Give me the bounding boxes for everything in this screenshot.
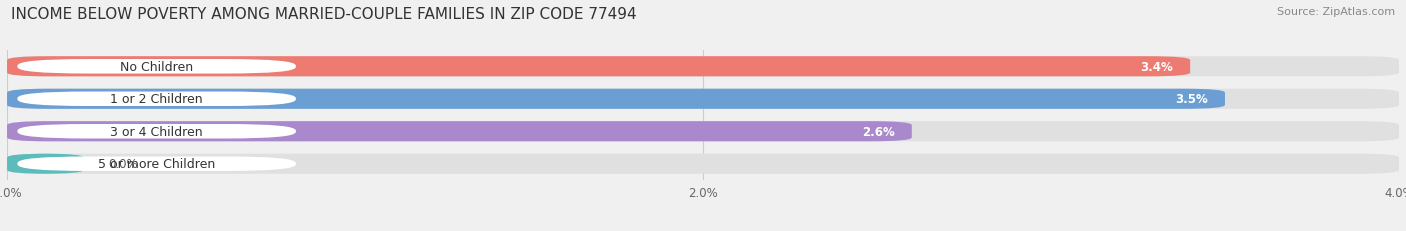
Text: No Children: No Children <box>120 61 193 73</box>
Text: 2.6%: 2.6% <box>862 125 894 138</box>
Text: 1 or 2 Children: 1 or 2 Children <box>110 93 202 106</box>
Text: 3.5%: 3.5% <box>1175 93 1208 106</box>
FancyBboxPatch shape <box>7 122 912 142</box>
FancyBboxPatch shape <box>7 154 83 174</box>
FancyBboxPatch shape <box>7 57 1191 77</box>
FancyBboxPatch shape <box>17 125 295 139</box>
Text: 0.0%: 0.0% <box>108 158 138 170</box>
FancyBboxPatch shape <box>7 122 1399 142</box>
FancyBboxPatch shape <box>7 89 1225 109</box>
FancyBboxPatch shape <box>7 89 1399 109</box>
Text: INCOME BELOW POVERTY AMONG MARRIED-COUPLE FAMILIES IN ZIP CODE 77494: INCOME BELOW POVERTY AMONG MARRIED-COUPL… <box>11 7 637 22</box>
Text: 5 or more Children: 5 or more Children <box>98 158 215 170</box>
Text: 3.4%: 3.4% <box>1140 61 1173 73</box>
FancyBboxPatch shape <box>17 92 295 106</box>
Text: 3 or 4 Children: 3 or 4 Children <box>110 125 202 138</box>
FancyBboxPatch shape <box>7 154 1399 174</box>
Text: Source: ZipAtlas.com: Source: ZipAtlas.com <box>1277 7 1395 17</box>
FancyBboxPatch shape <box>7 57 1399 77</box>
FancyBboxPatch shape <box>17 157 295 171</box>
FancyBboxPatch shape <box>17 60 295 74</box>
